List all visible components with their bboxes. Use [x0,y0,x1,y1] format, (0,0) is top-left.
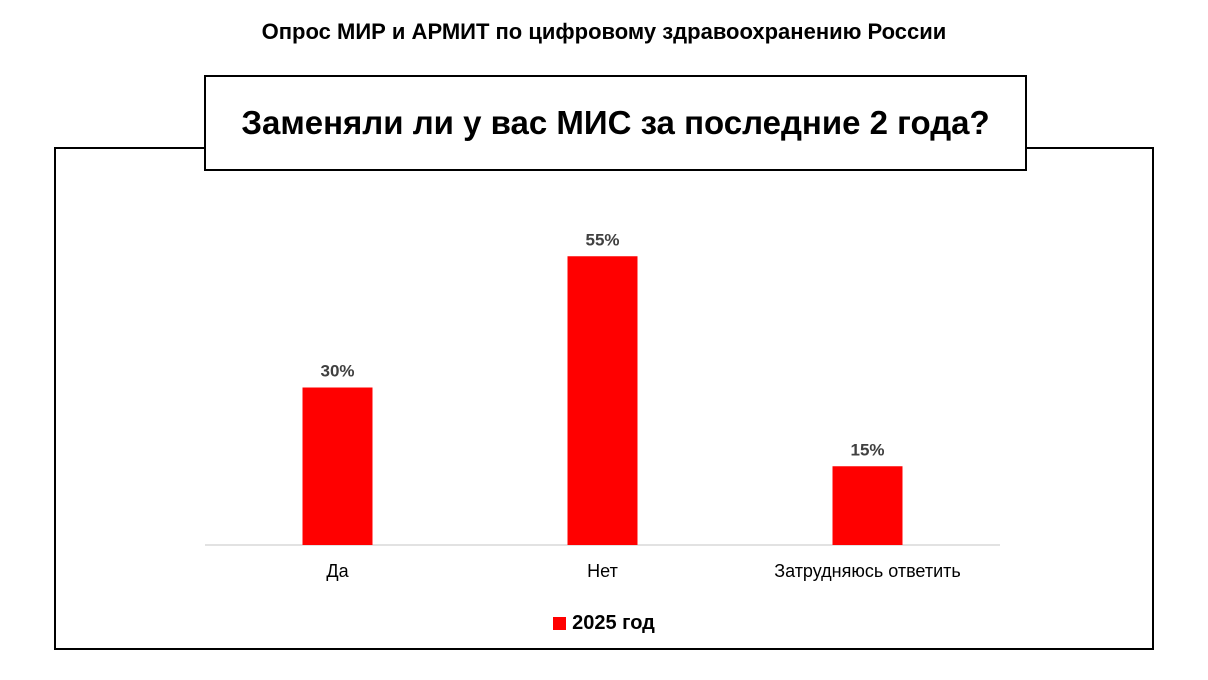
legend: 2025 год [0,612,1208,635]
legend-label: 2025 год [572,612,655,634]
chart-title-text: Заменяли ли у вас МИС за последние 2 год… [241,104,990,141]
x-tick-label: Затрудняюсь ответить [774,561,961,581]
x-tick-label: Да [326,561,349,581]
data-label: 55% [585,230,619,249]
data-label: 30% [320,362,354,381]
chart-title: Заменяли ли у вас МИС за последние 2 год… [204,75,1027,171]
data-label: 15% [850,440,884,459]
x-tick-label: Нет [587,561,618,581]
bar [302,387,373,545]
legend-swatch [553,617,567,630]
bar [832,466,903,545]
page-title: Опрос МИР и АРМИТ по цифровому здравоохр… [261,19,947,44]
bar [567,256,638,545]
